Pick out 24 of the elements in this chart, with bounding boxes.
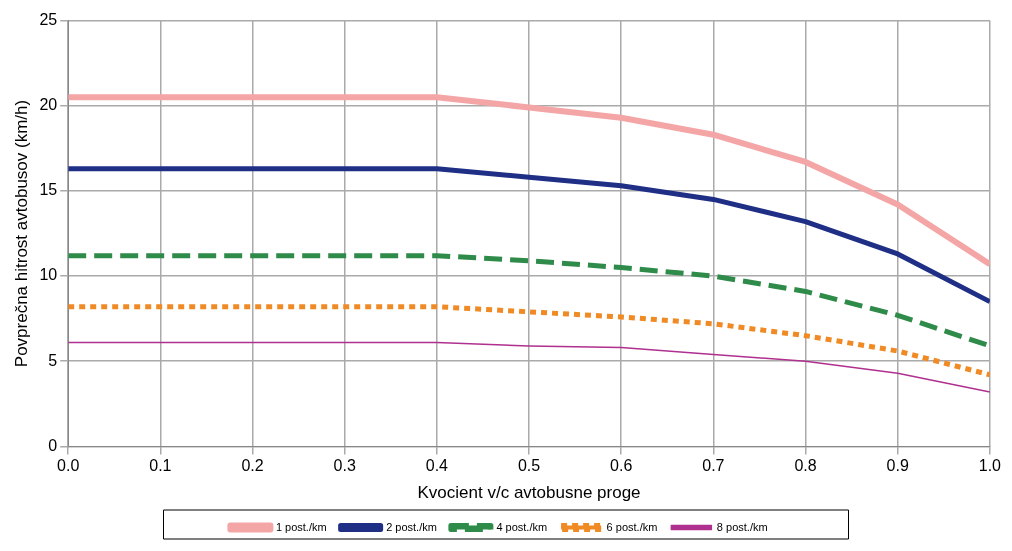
x-tick-label: 0.6 — [610, 457, 633, 475]
x-tick-label: 0.8 — [794, 457, 817, 475]
x-tick-label: 0.9 — [886, 457, 909, 475]
y-tick-label: 20 — [39, 96, 58, 114]
x-axis-title: Kvocient v/c avtobusne proge — [417, 483, 641, 503]
x-tick-label: 0.1 — [149, 457, 172, 475]
legend-label: 4 post./km — [496, 520, 548, 533]
y-tick-label: 0 — [48, 436, 58, 454]
x-tick-label: 0.2 — [241, 457, 264, 475]
y-tick-label: 25 — [39, 11, 58, 29]
x-tick-label: 1.0 — [978, 457, 1002, 475]
x-tick-label: 0.5 — [517, 457, 541, 475]
legend-label: 6 post./km — [606, 520, 658, 533]
legend-label: 2 post./km — [386, 520, 437, 533]
x-tick-label: 0.7 — [702, 457, 725, 475]
x-tick-label: 0.4 — [425, 457, 449, 475]
y-axis-title: Povprečna hitrost avtobusov (km/h) — [11, 99, 31, 368]
legend-label: 8 post./km — [716, 520, 768, 533]
y-tick-label: 10 — [39, 266, 58, 284]
y-tick-label: 15 — [39, 181, 58, 199]
legend-label: 1 post./km — [275, 520, 327, 533]
x-tick-label: 0.0 — [57, 457, 80, 475]
y-tick-label: 5 — [48, 351, 58, 369]
x-tick-label: 0.3 — [333, 457, 356, 475]
